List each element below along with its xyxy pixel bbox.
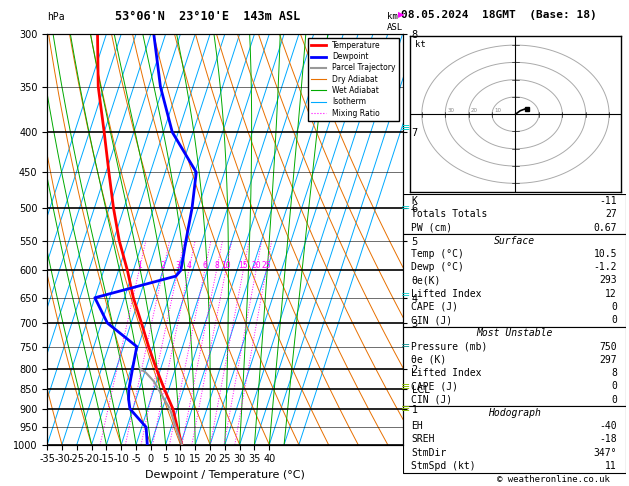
FancyBboxPatch shape: [403, 327, 626, 406]
Text: 3: 3: [175, 261, 181, 270]
Text: 27: 27: [605, 209, 617, 219]
Text: θe(K): θe(K): [411, 276, 441, 285]
Text: 10: 10: [494, 107, 501, 113]
Text: 0: 0: [611, 302, 617, 312]
Text: 1: 1: [136, 261, 142, 270]
Text: 20: 20: [471, 107, 478, 113]
Text: 11: 11: [605, 461, 617, 471]
Text: =: =: [401, 290, 411, 300]
Text: 25: 25: [262, 261, 271, 270]
Text: CIN (J): CIN (J): [411, 395, 453, 405]
Text: 4: 4: [186, 261, 191, 270]
Text: kt: kt: [415, 40, 426, 49]
Text: 20: 20: [251, 261, 261, 270]
Text: PW (cm): PW (cm): [411, 223, 453, 232]
Text: 08.05.2024  18GMT  (Base: 18): 08.05.2024 18GMT (Base: 18): [401, 10, 597, 20]
Text: 53°06'N  23°10'E  143m ASL: 53°06'N 23°10'E 143m ASL: [115, 10, 300, 23]
FancyBboxPatch shape: [403, 234, 626, 327]
Text: Pressure (mb): Pressure (mb): [411, 342, 488, 352]
Text: 10.5: 10.5: [593, 249, 617, 259]
Text: 0.67: 0.67: [593, 223, 617, 232]
Text: K: K: [411, 196, 418, 206]
Text: -40: -40: [599, 421, 617, 431]
Text: km
ASL: km ASL: [387, 12, 403, 32]
Text: -11: -11: [599, 196, 617, 206]
X-axis label: Dewpoint / Temperature (°C): Dewpoint / Temperature (°C): [145, 470, 305, 480]
Text: StmDir: StmDir: [411, 448, 447, 458]
Text: -18: -18: [599, 434, 617, 444]
Text: 2: 2: [160, 261, 165, 270]
FancyBboxPatch shape: [403, 194, 626, 234]
Text: CAPE (J): CAPE (J): [411, 382, 459, 391]
Text: ▶: ▶: [398, 10, 404, 19]
Text: =: =: [401, 203, 411, 213]
Text: =: =: [401, 342, 411, 351]
Text: CAPE (J): CAPE (J): [411, 302, 459, 312]
Text: 297: 297: [599, 355, 617, 365]
Text: Temp (°C): Temp (°C): [411, 249, 464, 259]
Text: Surface: Surface: [494, 236, 535, 246]
Text: hPa: hPa: [47, 12, 65, 22]
Legend: Temperature, Dewpoint, Parcel Trajectory, Dry Adiabat, Wet Adiabat, Isotherm, Mi: Temperature, Dewpoint, Parcel Trajectory…: [308, 38, 399, 121]
Text: Most Unstable: Most Unstable: [476, 329, 552, 338]
Text: ≡: ≡: [401, 382, 411, 392]
Text: 12: 12: [605, 289, 617, 299]
Text: θe (K): θe (K): [411, 355, 447, 365]
Text: 293: 293: [599, 276, 617, 285]
Text: Hodograph: Hodograph: [487, 408, 541, 418]
FancyBboxPatch shape: [403, 406, 626, 472]
Text: 347°: 347°: [593, 448, 617, 458]
Text: 0: 0: [611, 395, 617, 405]
Text: 6: 6: [203, 261, 207, 270]
Text: ≡: ≡: [401, 404, 411, 414]
Text: 8: 8: [214, 261, 219, 270]
Text: 0: 0: [611, 382, 617, 391]
Text: SREH: SREH: [411, 434, 435, 444]
Text: 10: 10: [221, 261, 231, 270]
Text: Dewp (°C): Dewp (°C): [411, 262, 464, 272]
Text: 30: 30: [448, 107, 455, 113]
Text: -1.2: -1.2: [593, 262, 617, 272]
Text: © weatheronline.co.uk: © weatheronline.co.uk: [498, 474, 610, 484]
Text: 0: 0: [611, 315, 617, 325]
Text: 15: 15: [238, 261, 248, 270]
Text: StmSpd (kt): StmSpd (kt): [411, 461, 476, 471]
Text: 8: 8: [611, 368, 617, 378]
Text: CIN (J): CIN (J): [411, 315, 453, 325]
Text: Lifted Index: Lifted Index: [411, 368, 482, 378]
Text: EH: EH: [411, 421, 423, 431]
Text: Lifted Index: Lifted Index: [411, 289, 482, 299]
Text: ≡: ≡: [401, 123, 411, 133]
Text: 750: 750: [599, 342, 617, 352]
Text: Totals Totals: Totals Totals: [411, 209, 488, 219]
